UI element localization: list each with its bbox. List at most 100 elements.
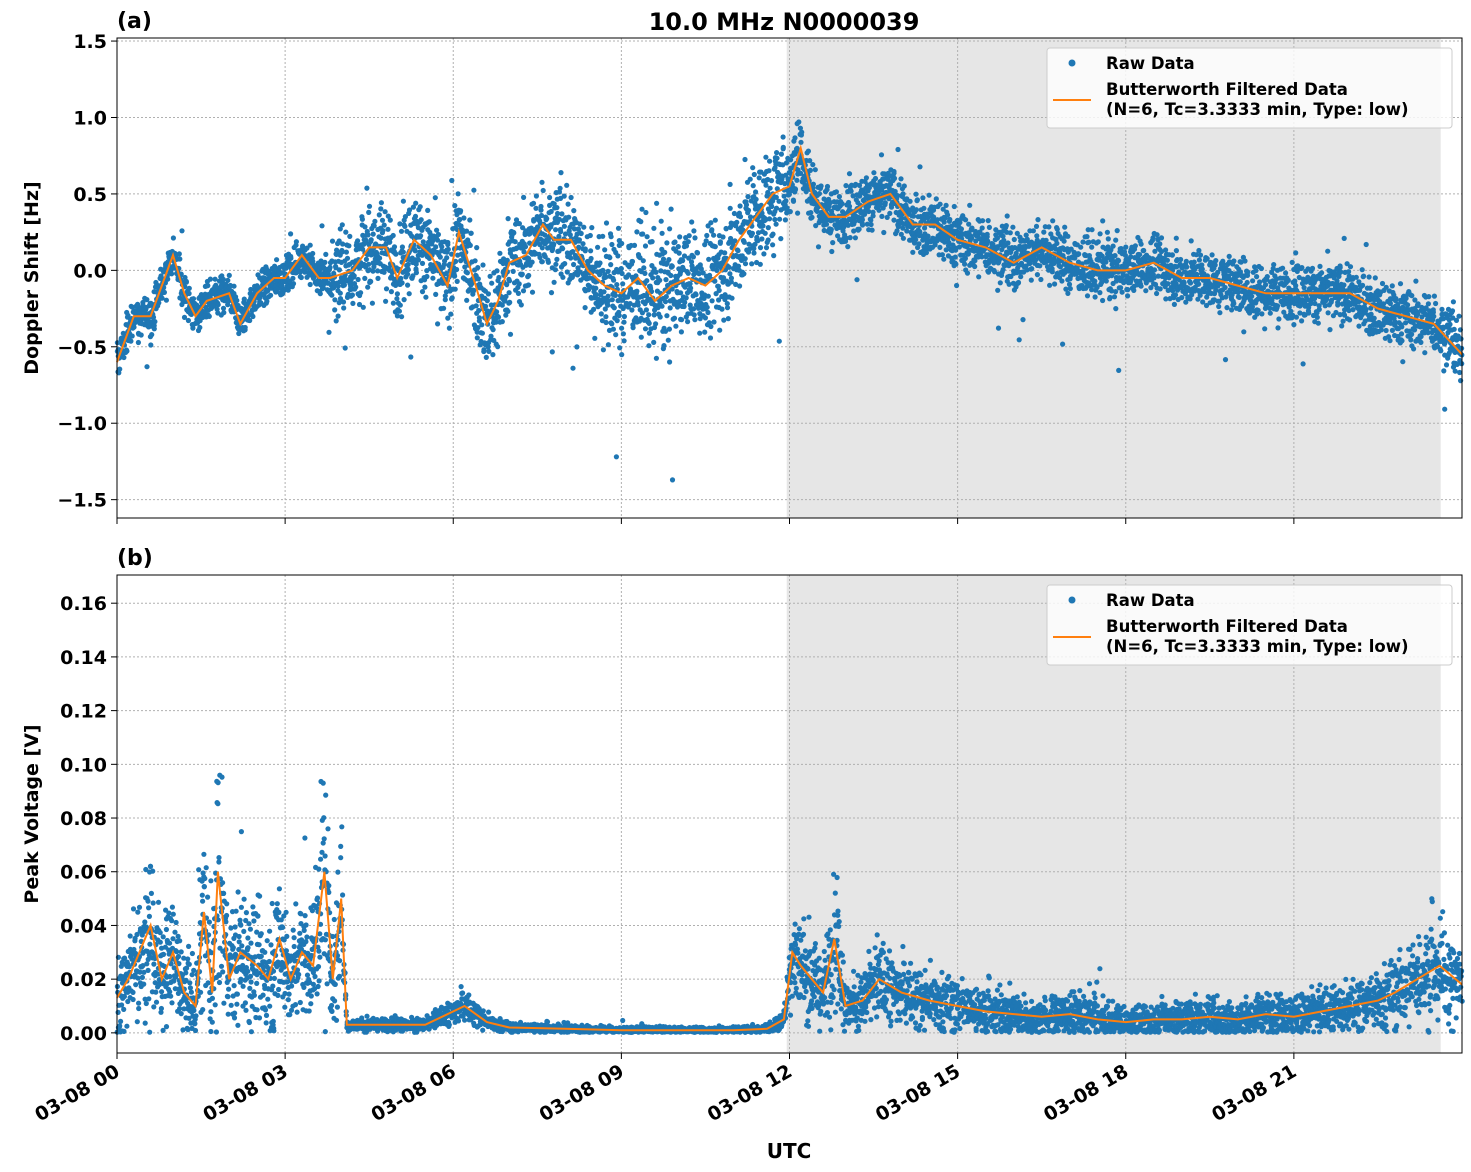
raw-data-point — [1334, 278, 1340, 284]
raw-data-point — [828, 226, 834, 233]
raw-data-point — [533, 193, 540, 199]
raw-data-point — [677, 234, 683, 240]
raw-data-point — [685, 270, 691, 276]
raw-data-point — [1157, 241, 1163, 247]
raw-data-point — [128, 338, 134, 344]
raw-data-point — [612, 292, 619, 298]
raw-data-point — [1158, 235, 1165, 241]
raw-data-point — [870, 213, 876, 219]
raw-data-point — [1241, 329, 1247, 335]
raw-data-point — [937, 201, 943, 207]
raw-data-point — [595, 244, 601, 250]
raw-data-point — [458, 208, 464, 214]
raw-data-point — [644, 234, 650, 240]
raw-data-point — [343, 249, 349, 255]
raw-data-point — [675, 244, 681, 250]
raw-data-point — [607, 255, 613, 261]
raw-data-point — [558, 229, 564, 235]
raw-data-point — [1315, 320, 1321, 326]
raw-data-point — [494, 268, 500, 274]
raw-data-point — [445, 242, 451, 248]
raw-data-point — [1293, 250, 1299, 256]
raw-data-point — [485, 291, 491, 297]
raw-data-point — [913, 207, 920, 213]
raw-data-point — [778, 236, 784, 242]
raw-data-point — [548, 290, 555, 296]
raw-data-point — [605, 302, 611, 308]
raw-data-point — [363, 256, 369, 262]
raw-data-point — [943, 202, 949, 208]
raw-data-point — [1347, 317, 1353, 323]
raw-data-point — [1366, 274, 1372, 280]
raw-data-point — [131, 324, 137, 330]
raw-data-point — [653, 321, 659, 327]
raw-data-point — [716, 287, 722, 293]
raw-data-point — [836, 194, 843, 200]
raw-data-point — [587, 232, 593, 239]
raw-data-point — [490, 352, 496, 358]
raw-data-point — [642, 270, 648, 276]
raw-data-point — [601, 289, 607, 295]
raw-data-point — [1097, 290, 1103, 296]
raw-data-point — [891, 170, 897, 176]
raw-data-point — [400, 249, 406, 255]
raw-data-point — [1339, 323, 1345, 329]
raw-data-point — [659, 230, 665, 236]
raw-data-point — [521, 194, 527, 200]
raw-data-point — [461, 215, 467, 221]
raw-data-point — [917, 229, 923, 235]
raw-data-point — [413, 270, 419, 276]
raw-data-point — [751, 250, 757, 256]
raw-data-point — [1054, 226, 1060, 232]
raw-data-point — [419, 260, 426, 266]
raw-data-point — [475, 276, 481, 282]
raw-data-point — [757, 245, 764, 251]
raw-data-point — [1157, 286, 1163, 292]
raw-data-point — [1110, 243, 1116, 249]
raw-data-point — [611, 277, 617, 283]
raw-data-point — [1114, 228, 1120, 234]
raw-data-point — [1360, 282, 1366, 288]
raw-data-point — [471, 287, 477, 293]
raw-data-point — [767, 158, 773, 164]
raw-data-point — [1143, 288, 1149, 294]
raw-data-point — [566, 214, 572, 220]
raw-data-point — [605, 342, 612, 348]
raw-data-point — [859, 222, 866, 228]
raw-data-point — [1231, 258, 1237, 264]
raw-data-point — [241, 296, 247, 302]
raw-data-point — [957, 219, 963, 226]
raw-data-point — [329, 292, 335, 298]
raw-data-point — [467, 242, 473, 248]
raw-data-point — [526, 272, 532, 279]
raw-data-point — [176, 251, 182, 257]
raw-data-point — [362, 275, 368, 281]
raw-data-point — [588, 255, 594, 262]
raw-data-point — [479, 330, 485, 336]
raw-data-point — [780, 144, 786, 150]
raw-data-point — [602, 247, 608, 253]
raw-data-point — [568, 255, 574, 261]
raw-data-point — [638, 334, 644, 340]
raw-data-point — [329, 238, 336, 244]
raw-data-point — [274, 257, 280, 263]
raw-data-point — [692, 317, 698, 323]
raw-data-point — [794, 177, 800, 183]
raw-data-point — [310, 258, 316, 264]
raw-data-point — [619, 240, 625, 247]
raw-data-point — [709, 227, 715, 233]
raw-data-point — [242, 324, 248, 331]
raw-data-point — [319, 223, 325, 229]
raw-data-point — [799, 129, 805, 135]
raw-data-point — [976, 274, 982, 280]
raw-data-point — [621, 319, 627, 325]
raw-data-point — [1179, 295, 1185, 301]
raw-data-point — [676, 250, 682, 256]
raw-data-point — [898, 176, 904, 182]
raw-data-point — [335, 313, 341, 319]
raw-data-point — [1089, 244, 1095, 250]
raw-data-point — [879, 213, 885, 219]
raw-data-point — [1030, 228, 1036, 234]
raw-data-point — [1222, 284, 1228, 291]
raw-data-point — [159, 295, 165, 301]
